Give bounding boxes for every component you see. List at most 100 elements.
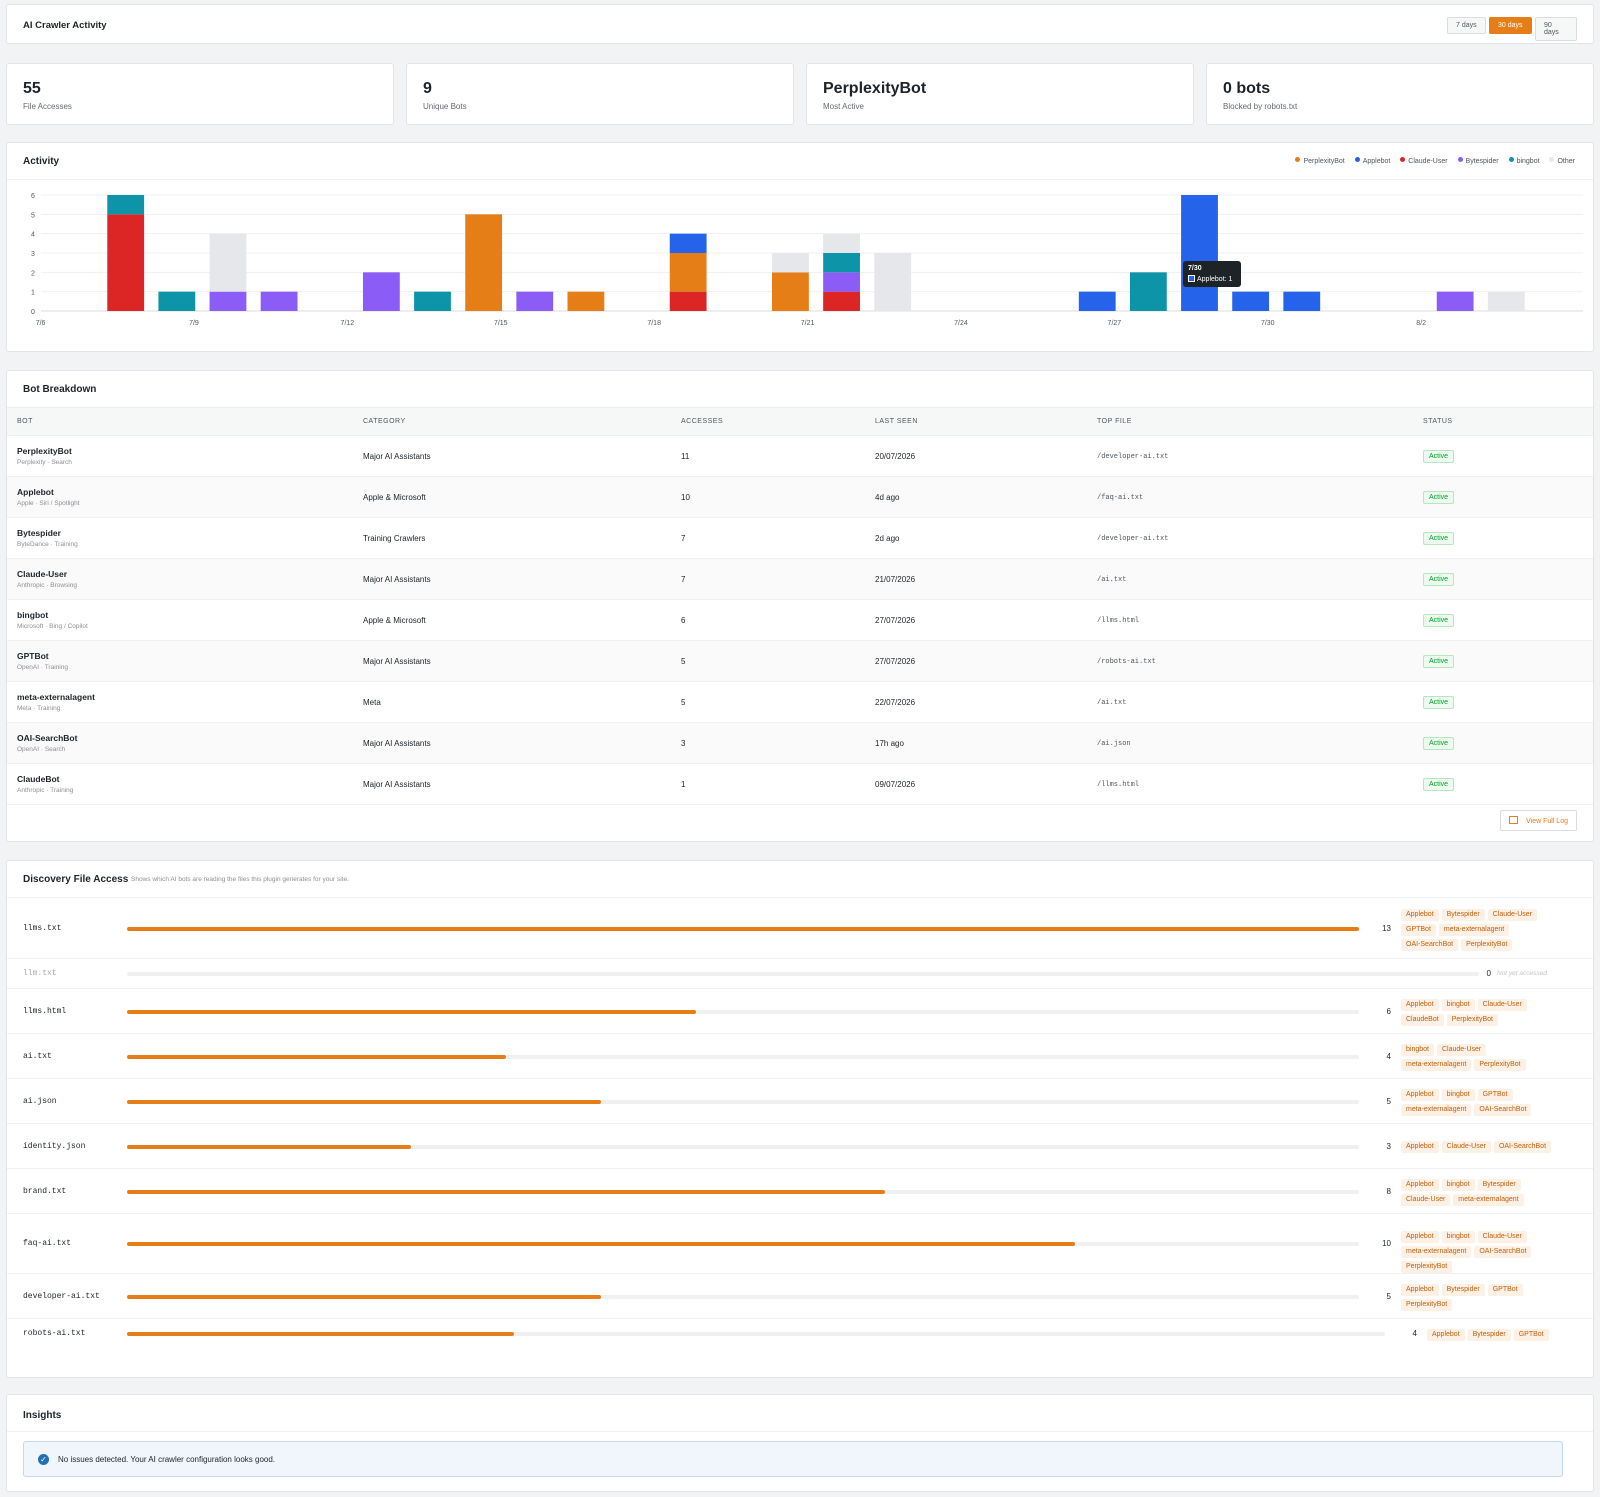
cell-last-seen: 2d ago — [865, 517, 1087, 559]
cell-accesses: 3 — [671, 722, 865, 764]
bot-tag: bingbot — [1441, 998, 1475, 1011]
table-row[interactable]: meta-externalagent Meta · Training Meta 5 22… — [7, 681, 1593, 723]
y-tick-label: 3 — [31, 251, 35, 258]
bot-name: Applebot — [17, 487, 54, 497]
chart-divider — [7, 179, 1593, 180]
bot-tag: Claude-User — [1477, 998, 1527, 1011]
legend-label: PerplexityBot — [1303, 158, 1345, 165]
stat-unique-bots: 9 Unique Bots — [406, 63, 794, 125]
cell-category: Apple & Microsoft — [353, 476, 671, 518]
x-tick-label: 7/18 — [647, 320, 661, 327]
activity-title: Activity — [23, 156, 60, 167]
legend-item[interactable]: bingbot — [1508, 157, 1540, 165]
x-tick-label: 7/6 — [36, 320, 46, 327]
status-badge: Active — [1423, 777, 1455, 791]
bot-tag: PerplexityBot — [1474, 1058, 1526, 1071]
legend-item[interactable]: PerplexityBot — [1295, 157, 1345, 165]
table-row[interactable]: OAI-SearchBot OpenAI · Search Major AI Ass… — [7, 722, 1593, 764]
file-bar-track — [127, 1332, 1385, 1336]
bot-tag: Bytespider — [1441, 1283, 1485, 1296]
bot-tag: bingbot — [1441, 1178, 1475, 1191]
discovery-title: Discovery File Access — [23, 874, 129, 885]
bar-segment — [567, 291, 605, 311]
top-file-path: /ai.txt — [1097, 576, 1127, 584]
chart-tooltip: 7/30 Applebot: 1 — [1183, 261, 1241, 287]
legend-swatch — [1354, 157, 1360, 162]
bot-tag: Bytespider — [1467, 1328, 1511, 1341]
stat-label: Blocked by robots.txt — [1223, 102, 1298, 111]
legend-label: bingbot — [1516, 158, 1540, 165]
cell-bot: OAI-SearchBot OpenAI · Search — [7, 722, 353, 764]
legend-item[interactable]: Other — [1549, 157, 1575, 165]
status-badge: Active — [1423, 613, 1455, 627]
insights-notice: ✓ No issues detected. Your AI crawler co… — [23, 1441, 1563, 1477]
bar-segment — [772, 272, 809, 311]
bot-subtitle: Microsoft · Bing / Copilot — [17, 623, 88, 630]
stat-label: Unique Bots — [423, 102, 467, 111]
range-7-days[interactable]: 7 days — [1447, 17, 1486, 34]
range-90-days[interactable]: 90 days — [1535, 17, 1577, 41]
file-bot-tags: bingbot Claude-User meta-externalagent Perp… — [1401, 1042, 1561, 1072]
table-row[interactable]: bingbot Microsoft · Bing / Copilot Apple &… — [7, 599, 1593, 641]
table-row[interactable]: GPTBot OpenAI · Training Major AI Assistan… — [7, 640, 1593, 682]
legend-item[interactable]: Bytespider — [1457, 157, 1499, 165]
table-row[interactable]: PerplexityBot Perplexity · Search Major AI… — [7, 435, 1593, 477]
insights-divider — [7, 1431, 1593, 1432]
bot-tag: GPTBot — [1487, 1283, 1523, 1296]
table-row[interactable]: ClaudeBot Anthropic · Training Major AI As… — [7, 763, 1593, 805]
table-row[interactable]: Claude-User Anthropic · Browsing Major AI … — [7, 558, 1593, 600]
chart-legend: PerplexityBot Applebot Claude-User Bytes… — [1287, 157, 1575, 165]
bar-segment — [1436, 291, 1474, 311]
bot-tag: bingbot — [1401, 1043, 1434, 1056]
file-name: llm.txt — [23, 969, 57, 978]
cell-accesses: 5 — [671, 681, 865, 723]
file-row: ai.json 5 Applebot bingbot GPTBot meta-extern… — [7, 1079, 1593, 1124]
status-badge: Active — [1423, 654, 1455, 668]
bar-segment — [874, 253, 912, 311]
bot-subtitle: Meta · Training — [17, 705, 61, 712]
top-file-path: /llms.html — [1097, 617, 1140, 625]
log-icon — [1509, 816, 1519, 824]
bot-tag: Applebot — [1401, 1231, 1439, 1243]
file-name: ai.json — [23, 1096, 57, 1106]
legend-item[interactable]: Applebot — [1354, 157, 1391, 165]
file-name: faq-ai.txt — [23, 1239, 72, 1248]
file-bar-fill — [127, 1332, 515, 1336]
bot-name: ClaudeBot — [17, 774, 60, 784]
bar-segment — [107, 195, 145, 215]
view-full-log-button[interactable]: View Full Log — [1500, 810, 1577, 831]
cell-accesses: 5 — [671, 640, 865, 682]
table-row[interactable]: Applebot Apple · Siri / Spotlight Apple & … — [7, 476, 1593, 518]
cell-accesses: 7 — [671, 517, 865, 559]
legend-label: Applebot — [1362, 158, 1391, 165]
table-row[interactable]: Bytespider ByteDance · Training Training C… — [7, 517, 1593, 559]
bot-tag: ClaudeBot — [1401, 1013, 1444, 1026]
legend-swatch — [1549, 157, 1555, 162]
cell-status: Active — [1413, 681, 1593, 723]
bar-segment — [1129, 272, 1167, 311]
legend-item[interactable]: Claude-User — [1400, 157, 1448, 165]
cell-bot: GPTBot OpenAI · Training — [7, 640, 353, 682]
legend-swatch — [1400, 157, 1406, 162]
activity-card: Activity PerplexityBot Applebot Claude-U… — [6, 142, 1594, 352]
bar-segment — [823, 233, 860, 253]
legend-swatch — [1295, 157, 1301, 162]
cell-status: Active — [1413, 763, 1593, 805]
top-file-path: /developer-ai.txt — [1097, 453, 1169, 461]
file-bot-tags: Applebot Bytespider GPTBot — [1427, 1327, 1600, 1342]
file-name: brand.txt — [23, 1186, 67, 1196]
range-30-days[interactable]: 30 days — [1489, 17, 1532, 34]
bot-tag: meta-externalagent — [1401, 1103, 1472, 1116]
cell-bot: Bytespider ByteDance · Training — [7, 517, 353, 559]
bar-segment — [823, 291, 860, 311]
x-tick-label: 7/12 — [341, 320, 355, 327]
top-file-path: /ai.json — [1097, 740, 1131, 748]
file-row: ai.txt 4 bingbot Claude-User meta-externalag… — [7, 1034, 1593, 1079]
cell-last-seen: 21/07/2026 — [865, 558, 1087, 600]
bot-name: meta-externalagent — [17, 692, 95, 702]
status-badge: Active — [1423, 531, 1455, 545]
bot-tag: meta-externalagent — [1401, 1246, 1472, 1258]
cell-bot: bingbot Microsoft · Bing / Copilot — [7, 599, 353, 641]
file-row: developer-ai.txt 5 Applebot Bytespider GPTBo… — [7, 1274, 1593, 1319]
col-bot: BOT — [7, 407, 353, 436]
